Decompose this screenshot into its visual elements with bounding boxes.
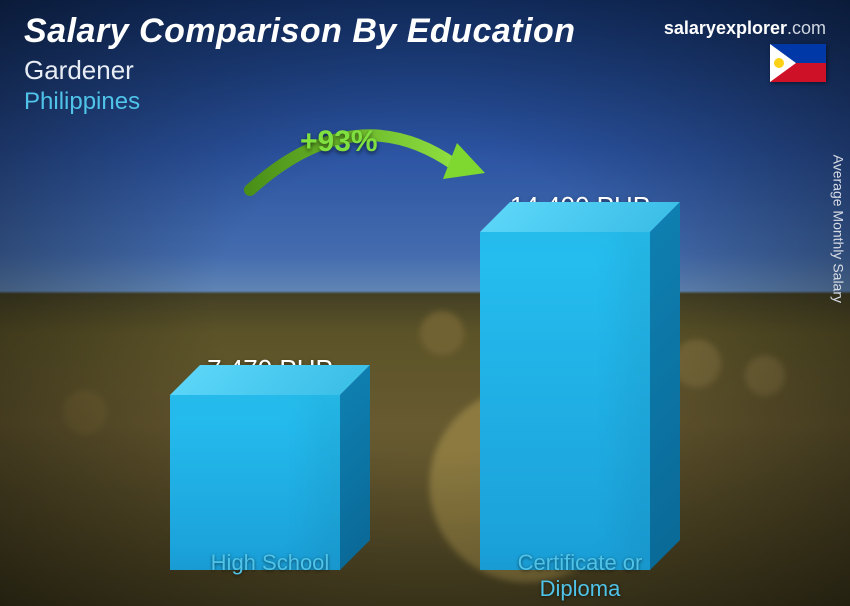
philippines-flag-icon <box>770 44 826 82</box>
x-label-certificate: Certificate or Diploma <box>480 550 680 602</box>
country-label: Philippines <box>24 88 826 116</box>
bar-chart: 7,470 PHP 14,400 PHP <box>0 170 850 570</box>
bar-3d <box>480 232 680 570</box>
site-watermark: salaryexplorer.com <box>664 18 826 39</box>
site-name-bold: salaryexplorer <box>664 18 787 38</box>
job-title: Gardener <box>24 55 826 86</box>
bar-certificate: 14,400 PHP <box>480 191 680 570</box>
bar-highschool: 7,470 PHP <box>170 354 370 570</box>
bar-3d <box>170 395 370 570</box>
site-name-rest: .com <box>787 18 826 38</box>
x-label-highschool: High School <box>170 550 370 602</box>
x-axis-labels: High School Certificate or Diploma <box>0 550 850 602</box>
increase-percent-badge: +93% <box>300 125 378 159</box>
